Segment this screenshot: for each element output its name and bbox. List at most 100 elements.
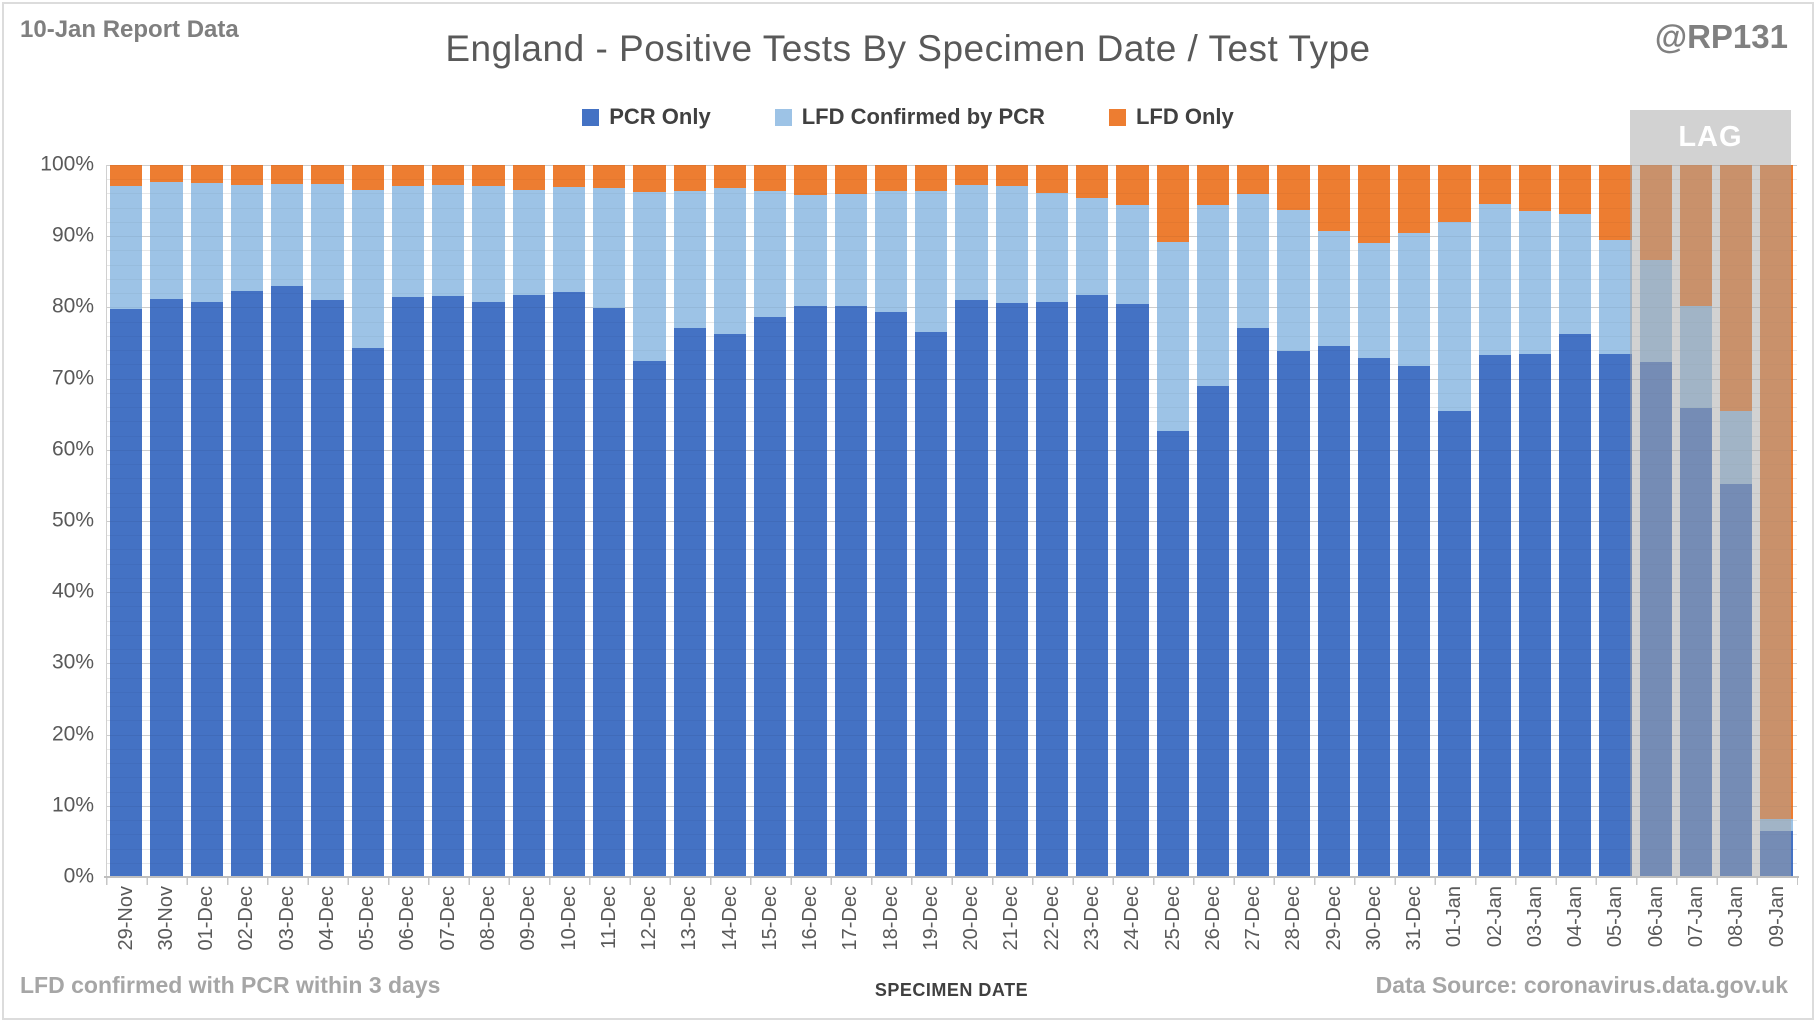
plot-area (106, 165, 1797, 877)
bar-segment-pcr-only (955, 300, 988, 877)
x-label-cell: 15-Dec (750, 886, 790, 968)
bar-01-Jan (1434, 165, 1474, 877)
x-axis-label: 23-Dec (1081, 886, 1103, 951)
bar-segment-lfd-only (754, 165, 787, 191)
x-axis-label: 07-Dec (436, 886, 459, 951)
bar-segment-pcr-only (1559, 333, 1592, 877)
bar-segment-lfd-confirmed-by-pcr (955, 184, 988, 301)
y-axis-label: 80% (51, 294, 94, 318)
bar-segment-pcr-only (794, 305, 827, 877)
x-axis-label: 28-Dec (1282, 886, 1305, 951)
legend-swatch-icon (774, 108, 792, 126)
x-label-cell: 17-Dec (831, 886, 871, 968)
x-axis-label: 09-Jan (1765, 886, 1788, 948)
bar-segment-pcr-only (351, 347, 384, 877)
x-axis-label: 13-Dec (678, 886, 701, 951)
bar-segment-lfd-only (432, 165, 465, 185)
bar-segment-pcr-only (1237, 328, 1270, 877)
x-label-cell: 23-Dec (1072, 886, 1112, 968)
bar-segment-lfd-only (874, 165, 907, 192)
bar-segment-pcr-only (1196, 386, 1229, 877)
bar-segment-lfd-confirmed-by-pcr (1035, 192, 1068, 302)
bar-segment-lfd-confirmed-by-pcr (874, 191, 907, 313)
bar-segment-lfd-confirmed-by-pcr (1559, 214, 1592, 334)
bar-segment-lfd-confirmed-by-pcr (1156, 241, 1189, 431)
x-axis-label: 21-Dec (1000, 886, 1023, 951)
bar-segment-lfd-confirmed-by-pcr (472, 185, 505, 302)
bar-segment-lfd-only (311, 165, 344, 185)
bar-22-Dec (1032, 165, 1072, 877)
x-label-cell: 07-Jan (1676, 886, 1716, 968)
x-axis-label: 15-Dec (758, 886, 781, 951)
x-label-cell: 20-Dec (952, 886, 992, 968)
bar-segment-lfd-confirmed-by-pcr (391, 185, 424, 297)
bar-09-Dec (509, 165, 549, 877)
bar-segment-pcr-only (1035, 301, 1068, 877)
legend-item-1: LFD Confirmed by PCR (774, 104, 1045, 130)
bar-27-Dec (1233, 165, 1273, 877)
bar-segment-lfd-only (110, 165, 143, 187)
bar-15-Dec (750, 165, 790, 877)
bar-segment-lfd-confirmed-by-pcr (150, 182, 183, 299)
legend-label: PCR Only (609, 104, 711, 129)
legend-swatch-icon (582, 108, 600, 126)
bar-14-Dec (710, 165, 750, 877)
x-label-cell: 30-Nov (146, 886, 186, 968)
bar-segment-pcr-only (271, 286, 304, 877)
x-axis-label: 31-Dec (1403, 886, 1426, 951)
x-axis-label: 16-Dec (799, 886, 822, 951)
x-label-cell: 10-Dec (549, 886, 589, 968)
x-label-cell: 21-Dec (992, 886, 1032, 968)
bar-segment-pcr-only (1438, 411, 1471, 877)
x-axis-title: SPECIMEN DATE (874, 980, 1029, 1000)
bar-segment-pcr-only (1478, 355, 1511, 877)
x-axis-label: 14-Dec (718, 886, 741, 951)
bar-07-Dec (428, 165, 468, 877)
bar-16-Dec (790, 165, 830, 877)
bar-segment-lfd-confirmed-by-pcr (311, 184, 344, 301)
x-axis-label: 08-Jan (1725, 886, 1748, 948)
bar-13-Dec (670, 165, 710, 877)
footnote: LFD confirmed with PCR within 3 days (20, 972, 441, 998)
x-axis-label: 25-Dec (1161, 886, 1184, 951)
x-axis-label: 06-Dec (396, 886, 419, 951)
bar-segment-lfd-only (1035, 165, 1068, 193)
bar-20-Dec (951, 165, 991, 877)
x-label-cell: 05-Jan (1596, 886, 1636, 968)
bar-segment-pcr-only (391, 296, 424, 877)
bar-30-Nov (146, 165, 186, 877)
bar-segment-lfd-only (1277, 165, 1310, 210)
bar-segment-lfd-confirmed-by-pcr (633, 192, 666, 361)
bar-08-Dec (468, 165, 508, 877)
bar-segment-pcr-only (110, 308, 143, 877)
bar-segment-lfd-only (472, 165, 505, 186)
x-label-cell: 27-Dec (1233, 886, 1273, 968)
bar-31-Dec (1394, 165, 1434, 877)
x-label-cell: 30-Dec (1354, 886, 1394, 968)
bar-03-Jan (1515, 165, 1555, 877)
bar-segment-pcr-only (995, 303, 1028, 877)
bar-segment-pcr-only (552, 291, 585, 877)
x-label-cell: 14-Dec (710, 886, 750, 968)
x-label-cell: 08-Jan (1717, 886, 1757, 968)
x-axis-labels: 29-Nov 30-Nov 01-Dec 02-Dec 03-Dec 04-Dec 05-D… (106, 886, 1797, 968)
bar-segment-lfd-confirmed-by-pcr (834, 194, 867, 306)
bar-28-Dec (1273, 165, 1313, 877)
lag-overlay (1629, 165, 1791, 877)
bar-segment-lfd-confirmed-by-pcr (794, 194, 827, 306)
y-axis-line (106, 165, 107, 877)
bar-segment-lfd-only (512, 165, 545, 190)
bar-segment-lfd-confirmed-by-pcr (1116, 204, 1149, 304)
x-axis-label: 03-Jan (1523, 886, 1546, 948)
x-axis-label: 18-Dec (879, 886, 902, 951)
bar-segment-lfd-only (673, 165, 706, 191)
x-label-cell: 22-Dec (1032, 886, 1072, 968)
bar-segment-lfd-confirmed-by-pcr (190, 182, 223, 302)
bar-segment-pcr-only (311, 300, 344, 877)
bar-25-Dec (1153, 165, 1193, 877)
bar-segment-lfd-only (391, 165, 424, 186)
bar-segment-pcr-only (150, 298, 183, 877)
bar-segment-pcr-only (1398, 365, 1431, 877)
x-axis-label: 05-Dec (356, 886, 379, 951)
bar-segment-pcr-only (1357, 357, 1390, 877)
